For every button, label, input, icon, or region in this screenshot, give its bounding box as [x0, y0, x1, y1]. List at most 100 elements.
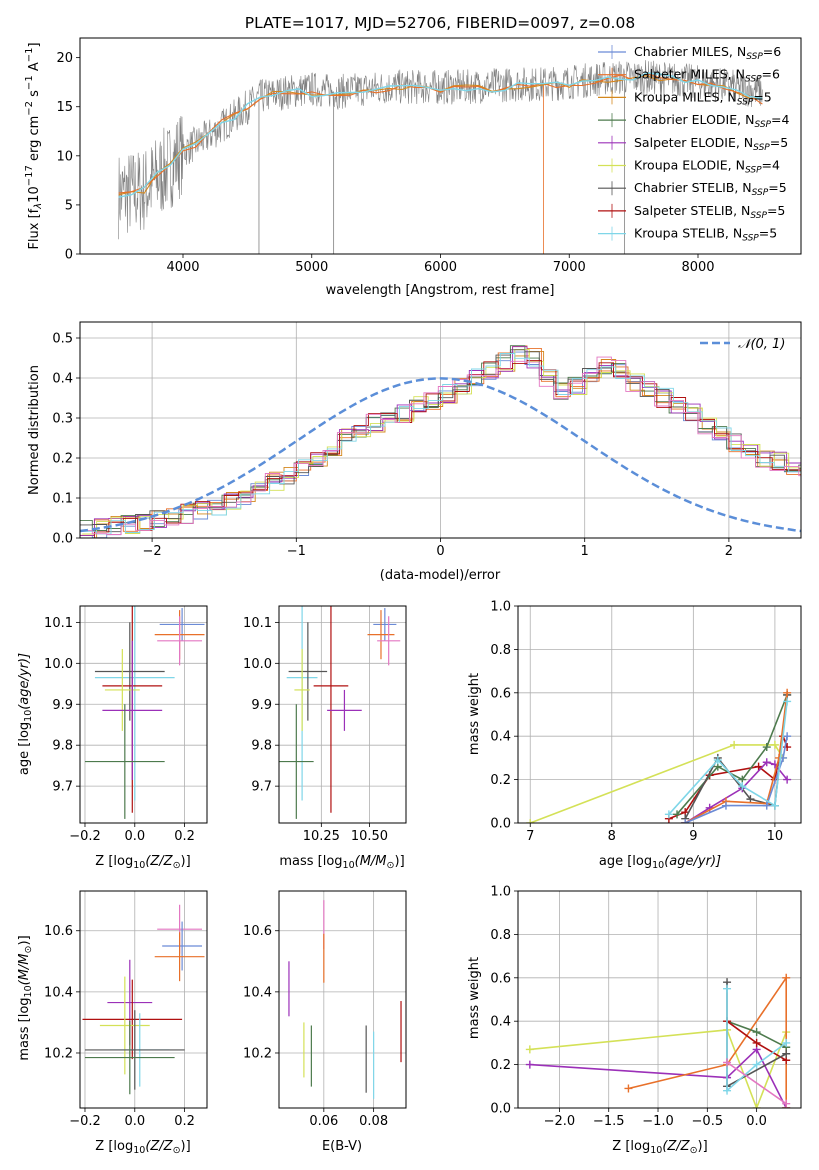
legend-eq: = [759, 226, 769, 241]
weight-marker [783, 697, 792, 706]
y-tick-label: 10.0 [243, 657, 272, 672]
legend-eq: = [770, 135, 780, 150]
y-tick-label: 9.9 [52, 698, 73, 713]
x-axis-label: Z [log10(Z/Z⊙)] [95, 854, 190, 871]
weight-marker [762, 801, 771, 810]
errorbar-point [84, 1010, 185, 1090]
weight-marker [752, 1038, 761, 1047]
z-age-axes: −0.2 0.0 0.2 9.7 9.8 9.9 10.0 10.1 [44, 606, 207, 844]
x-tick-label: 0.08 [359, 1114, 388, 1129]
legend-eq: = [768, 180, 778, 195]
legend-text: Chabrier MILES, N [634, 44, 746, 59]
errorbar-point [367, 610, 395, 660]
weight-marker [783, 688, 792, 697]
y-axis-label: Normed distribution [27, 365, 42, 495]
label-sun-subscript: ⊙ [387, 860, 395, 871]
legend-count: 4 [772, 158, 780, 173]
weight-marker [624, 1084, 633, 1093]
model-fit-salpeter-miles [118, 73, 763, 194]
y-tick-label: 9.7 [251, 780, 272, 795]
y-tick-label: 0.0 [490, 817, 511, 832]
legend-count: 5 [777, 203, 785, 218]
ylabel-part: Flux [f [27, 208, 42, 249]
y-tick-label: 9.8 [52, 739, 73, 754]
y-tick-label: 10.4 [243, 985, 272, 1000]
label-part: )] [17, 935, 32, 945]
label-part: (Z/Z [662, 1139, 690, 1154]
weight-marker [770, 740, 779, 749]
weight-marker [770, 801, 779, 810]
ylabel-part: ] [27, 42, 42, 47]
x-tick-label: 7000 [553, 260, 586, 275]
x-axis-label: age [log10(age/yr)] [599, 854, 721, 871]
y-tick-label: 9.8 [251, 739, 272, 754]
ylabel-part: s [27, 90, 42, 101]
legend-count: 5 [764, 89, 772, 104]
legend-count: 5 [769, 226, 777, 241]
legend-subscript: SSP [752, 188, 769, 198]
x-axis-label: wavelength [Angstrom, rest frame] [326, 283, 555, 298]
weight-marker [721, 801, 730, 810]
y-tick-label: 10.2 [44, 1046, 73, 1061]
x-tick-label: 10 [767, 829, 784, 844]
errorbar-point [279, 704, 314, 819]
y-tick-label: 10.6 [44, 924, 73, 939]
legend-subscript: SSP [753, 143, 770, 153]
x-tick-label: 8000 [681, 260, 714, 275]
axes-frame [517, 890, 802, 1109]
legend-subscript: SSP [737, 97, 754, 107]
x-axis-label: Z [log10(Z/Z⊙)] [612, 1139, 707, 1156]
y-tick-label: 0.4 [52, 372, 73, 387]
ylabel-sup: −17 [24, 165, 35, 186]
y-tick-label: 15 [56, 100, 73, 115]
y-axis-label: mass weight [467, 957, 482, 1039]
ylabel-part: 10 [27, 186, 42, 203]
errorbar-point [99, 976, 150, 1075]
spectrum-axes: 4000 5000 6000 7000 8000 0 5 10 15 20 Chabrier MIL… [56, 44, 789, 275]
y-tick-label: 0.4 [490, 730, 511, 745]
residual-histogram [82, 353, 801, 535]
weight-marker [782, 1099, 791, 1108]
z-weight-axes: −2.0 −1.5 −1.0 −0.5 0.0 0.0 0.2 0.4 0.6 0.8 1.0 [490, 885, 801, 1129]
axes-frame [278, 890, 407, 1109]
weight-marker [730, 740, 739, 749]
y-tick-label: 10.4 [44, 985, 73, 1000]
weight-line [529, 1048, 787, 1108]
axes-frame [517, 605, 802, 824]
legend-count: 6 [773, 44, 781, 59]
legend-eq: = [771, 112, 781, 127]
ylabel-sup: −1 [24, 48, 35, 63]
legend-label: Kroupa STELIB, NSSP=5 [634, 226, 777, 244]
y-tick-label: 0.4 [490, 1015, 511, 1030]
legend-subscript: SSP [754, 120, 771, 130]
x-tick-label: −0.5 [692, 1114, 724, 1129]
axes-frame [79, 37, 802, 255]
y-tick-label: 10.1 [44, 616, 73, 631]
label-part: (Z/Z [145, 854, 173, 869]
errorbar-point [94, 606, 175, 801]
y-tick-label: 9.9 [251, 698, 272, 713]
y-tick-label: 0 [65, 248, 73, 263]
x-tick-label: −0.2 [69, 1114, 101, 1129]
y-tick-label: 10.2 [243, 1046, 272, 1061]
weight-marker [782, 1049, 791, 1058]
legend-count: 5 [779, 180, 787, 195]
weight-line [529, 744, 784, 823]
errorbar-point [327, 689, 362, 731]
label-part: age [log [599, 854, 652, 869]
weight-marker [526, 819, 535, 823]
x-tick-label: 7 [526, 829, 534, 844]
errorbar-point [373, 608, 397, 641]
y-axis-label: mass weight [467, 673, 482, 755]
legend-eq: = [762, 67, 772, 82]
weight-marker [664, 810, 673, 819]
x-tick-label: 6000 [424, 260, 457, 275]
weight-marker [762, 743, 771, 752]
x-axis-label: mass [log10(M/M⊙)] [279, 854, 404, 871]
legend-count: 4 [781, 112, 789, 127]
model-fit-kroupa-stelib [118, 72, 763, 198]
errorbar-point [157, 616, 203, 666]
chart-title: PLATE=1017, MJD=52706, FIBERID=0097, z=0… [245, 14, 635, 32]
weight-marker [746, 795, 755, 804]
